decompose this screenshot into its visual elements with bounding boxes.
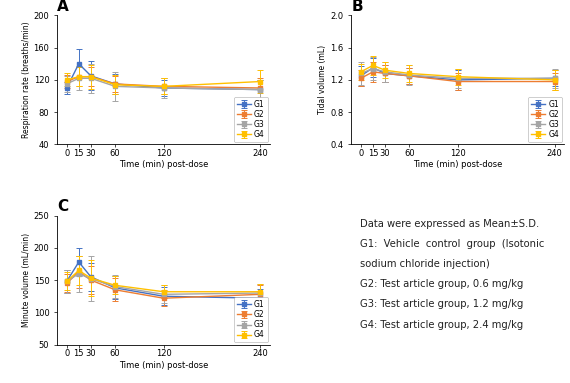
Legend: G1, G2, G3, G4: G1, G2, G3, G4 [234, 297, 268, 342]
Text: sodium chloride injection): sodium chloride injection) [360, 259, 490, 270]
X-axis label: Time (min) post-dose: Time (min) post-dose [413, 160, 502, 169]
X-axis label: Time (min) post-dose: Time (min) post-dose [119, 361, 208, 370]
Y-axis label: Minute volume (mL/min): Minute volume (mL/min) [22, 233, 31, 327]
Text: B: B [351, 0, 363, 14]
Text: Data were expressed as Mean±S.D.: Data were expressed as Mean±S.D. [360, 219, 539, 229]
Text: C: C [57, 200, 68, 214]
Text: A: A [57, 0, 69, 14]
Text: G4: Test article group, 2.4 mg/kg: G4: Test article group, 2.4 mg/kg [360, 319, 523, 329]
Text: G2: Test article group, 0.6 mg/kg: G2: Test article group, 0.6 mg/kg [360, 280, 523, 290]
X-axis label: Time (min) post-dose: Time (min) post-dose [119, 160, 208, 169]
Legend: G1, G2, G3, G4: G1, G2, G3, G4 [528, 97, 562, 142]
Y-axis label: Tidal volume (mL): Tidal volume (mL) [319, 45, 328, 115]
Text: G3: Test article group, 1.2 mg/kg: G3: Test article group, 1.2 mg/kg [360, 300, 523, 309]
Text: G1:  Vehicle  control  group  (Isotonic: G1: Vehicle control group (Isotonic [360, 239, 544, 249]
Legend: G1, G2, G3, G4: G1, G2, G3, G4 [234, 97, 268, 142]
Y-axis label: Respiration rate (breaths/min): Respiration rate (breaths/min) [22, 21, 31, 138]
